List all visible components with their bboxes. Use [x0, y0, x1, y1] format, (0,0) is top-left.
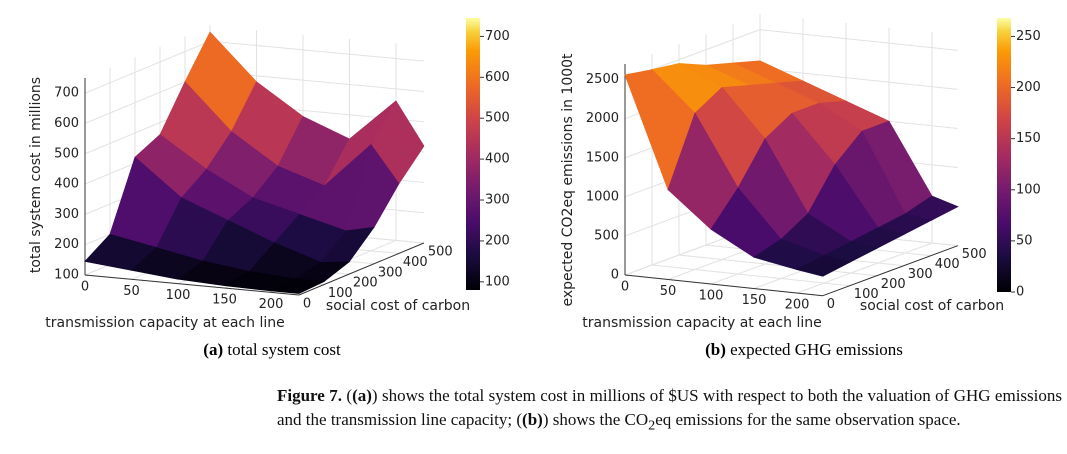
y-tick-label: 100	[854, 287, 879, 302]
surface-patch	[269, 278, 326, 294]
colorbar-tick-label: 500	[485, 111, 510, 126]
colorbar-tick-label: 700	[485, 29, 510, 44]
colorbar-tick-label: 100	[1016, 182, 1041, 197]
z-tick-label: 2500	[586, 72, 619, 87]
z-tick-label: 200	[54, 237, 79, 252]
caption-sub: 2	[648, 417, 656, 434]
colorbar-tick-label: 200	[1016, 80, 1041, 95]
y-tick-label: 500	[962, 247, 987, 262]
colorbar-tick-label: 400	[485, 152, 510, 167]
z-axis-label: expected CO2eq emissions in 1000t	[560, 53, 576, 307]
z-tick-label: 400	[54, 177, 79, 192]
caption-text: shows the CO	[552, 410, 649, 429]
y-tick-label: 400	[403, 255, 428, 270]
colorbar-tick-label: 250	[1016, 29, 1041, 44]
sub-label: (b)	[705, 340, 726, 359]
x-tick-label: 200	[785, 298, 810, 313]
x-tick-label: 50	[123, 284, 140, 299]
sub-text: expected GHG emissions	[730, 340, 903, 359]
x-axis	[624, 274, 823, 297]
x-tick-label: 50	[660, 284, 677, 299]
z-tick-label: 1500	[586, 150, 619, 165]
subcaption-a: (a) total system cost	[72, 340, 472, 360]
caption-text: shows the total system cost in millions …	[277, 386, 1062, 429]
colorbar-tick-label: 0	[1016, 285, 1024, 300]
colorbar-tick-label: 50	[1016, 233, 1033, 248]
x-axis-label: transmission capacity at each line	[45, 315, 284, 331]
caption-ref: (b)	[522, 410, 543, 429]
caption-label: Figure 7.	[277, 386, 342, 405]
caption-ref: (a)	[352, 386, 372, 405]
colorbar-tick-label: 600	[485, 70, 510, 85]
x-tick-label: 100	[166, 288, 191, 303]
y-tick-label: 300	[908, 267, 933, 282]
y-tick-label: 100	[328, 286, 353, 301]
y-axis	[822, 245, 958, 297]
z-axis-label: total system cost in millions	[28, 77, 44, 273]
z-tick-label: 700	[54, 86, 79, 101]
z-tick-label: 600	[54, 116, 79, 131]
surface-patch	[795, 255, 851, 277]
z-tick-label: 100	[54, 268, 79, 283]
z-tick-label: 2000	[586, 111, 619, 126]
x-tick-label: 150	[742, 293, 767, 308]
colorbar-tick-label: 150	[1016, 131, 1041, 146]
x-tick-label: 0	[81, 280, 89, 295]
x-tick-label: 100	[699, 289, 724, 304]
z-tick-label: 1000	[586, 189, 619, 204]
figure-caption: Figure 7. ((a)) shows the total system c…	[277, 386, 1062, 434]
y-tick-label: 400	[935, 257, 960, 272]
colorbar-tick-label: 200	[485, 233, 510, 248]
z-tick-label: 500	[54, 146, 79, 161]
y-tick-label: 0	[827, 297, 835, 312]
x-axis	[84, 274, 299, 296]
colorbar	[466, 18, 480, 290]
subcaption-b: (b) expected GHG emissions	[604, 340, 1004, 360]
y-axis-label: social cost of carbon	[326, 298, 470, 314]
x-tick-label: 200	[259, 297, 284, 312]
colorbar-tick-label: 100	[485, 274, 510, 289]
figure: 0 50 100 150 200 0100200300400500100200300400…	[28, 14, 1041, 331]
colorbar	[997, 18, 1011, 292]
x-tick-label: 150	[212, 293, 237, 308]
y-axis	[298, 242, 425, 296]
colorbar-tick-label: 300	[485, 193, 510, 208]
y-tick-label: 200	[881, 277, 906, 292]
sub-label: (a)	[203, 340, 224, 359]
y-tick-label: 0	[303, 297, 311, 312]
y-tick-label: 300	[378, 265, 403, 280]
z-tick-label: 500	[594, 228, 619, 243]
y-axis-label: social cost of carbon	[860, 298, 1004, 314]
x-axis-label: transmission capacity at each line	[582, 315, 821, 331]
sub-text: total system cost	[227, 340, 341, 359]
caption-text: eq emissions for the same observation sp…	[655, 410, 961, 429]
z-tick-label: 300	[54, 207, 79, 222]
z-tick-label: 0	[611, 268, 619, 283]
y-tick-label: 200	[353, 276, 378, 291]
y-tick-label: 500	[428, 245, 453, 260]
x-tick-label: 0	[621, 280, 629, 295]
